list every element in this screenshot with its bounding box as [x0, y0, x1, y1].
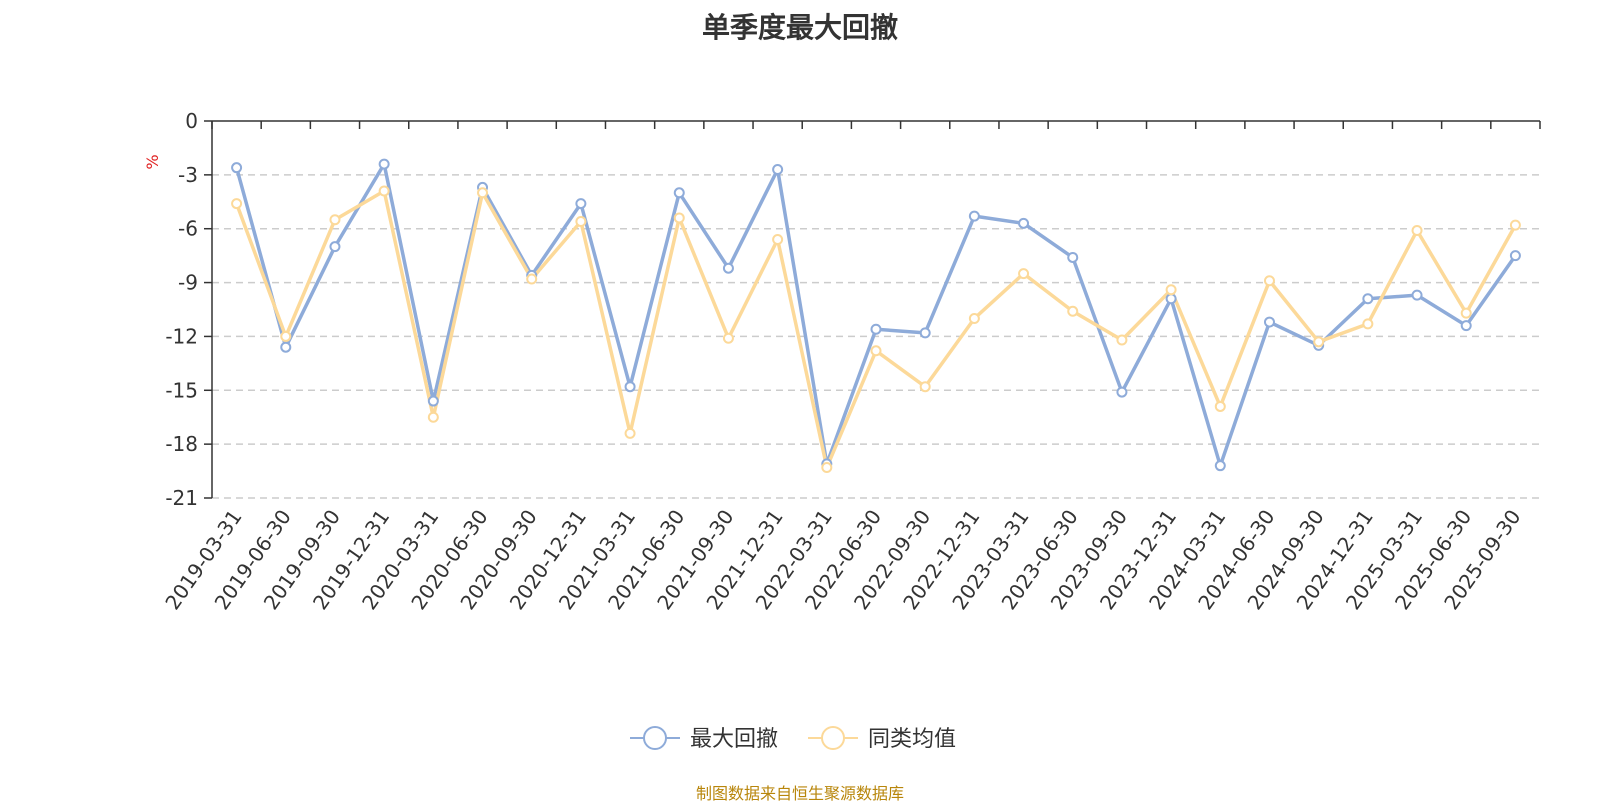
series-2-point — [1214, 400, 1226, 412]
series-2-point — [231, 198, 243, 210]
series-1-point — [1067, 251, 1079, 263]
series-2-point — [1018, 268, 1030, 280]
series-1-point — [1460, 320, 1472, 332]
series-2-point — [1067, 305, 1079, 317]
series-1-point — [1116, 386, 1128, 398]
series-2-point — [427, 411, 439, 423]
series-1-point — [575, 198, 587, 210]
series-2-point — [280, 330, 292, 342]
series-1-point — [231, 162, 243, 174]
series-2-point — [1116, 334, 1128, 346]
series-2-point — [1460, 307, 1472, 319]
series-2-point — [526, 273, 538, 285]
series-2-point — [821, 461, 833, 473]
y-tick-label: -15 — [165, 378, 198, 402]
series-1-point — [1214, 460, 1226, 472]
series-1-point — [1411, 289, 1423, 301]
series-1-point — [1018, 217, 1030, 229]
series-2-point — [1263, 275, 1275, 287]
series-1-point — [1509, 250, 1521, 262]
series-1-point — [280, 341, 292, 353]
y-tick-label: -9 — [178, 271, 198, 295]
y-axis-unit-label: % — [143, 154, 162, 169]
series-2-point — [722, 332, 734, 344]
series-2-point — [1165, 284, 1177, 296]
series-1-point — [772, 163, 784, 175]
y-tick-label: -18 — [165, 432, 198, 456]
series-line-1 — [234, 162, 1517, 468]
y-tick-label: -6 — [178, 217, 198, 241]
series-1-point — [378, 158, 390, 170]
series-2-point — [477, 187, 489, 199]
series-2-point — [1411, 225, 1423, 237]
series-2-point — [1509, 219, 1521, 231]
series-1-point — [427, 395, 439, 407]
series-1-point — [1165, 293, 1177, 305]
series-2-point — [968, 312, 980, 324]
series-2-point — [1313, 336, 1325, 348]
series-2-point — [919, 381, 931, 393]
series-2-point — [575, 216, 587, 228]
series-1-point — [1362, 293, 1374, 305]
legend-marker — [821, 726, 845, 750]
series-1-point — [870, 323, 882, 335]
series-1-point — [329, 241, 341, 253]
series-2-point — [870, 345, 882, 357]
series-1-point — [919, 327, 931, 339]
series-1-point — [624, 381, 636, 393]
series-1-point — [1263, 316, 1275, 328]
y-tick-label: -21 — [165, 486, 198, 510]
y-tick-label: 0 — [185, 109, 198, 133]
data-source-note: 制图数据来自恒生聚源数据库 — [695, 784, 904, 803]
series-2-point — [673, 212, 685, 224]
series-2-point — [329, 214, 341, 226]
chart-title: 单季度最大回撤 — [701, 11, 898, 44]
legend-label: 最大回撤 — [690, 727, 778, 752]
legend-marker — [643, 726, 667, 750]
series-2-point — [1362, 318, 1374, 330]
series-2-point — [624, 427, 636, 439]
series-1-point — [673, 187, 685, 199]
series-2-point — [772, 233, 784, 245]
series-2-point — [378, 185, 390, 197]
legend-label: 同类均值 — [868, 727, 956, 752]
y-tick-label: -12 — [165, 324, 198, 348]
y-tick-label: -3 — [178, 163, 198, 187]
series-1-point — [722, 262, 734, 274]
series-1-point — [968, 210, 980, 222]
